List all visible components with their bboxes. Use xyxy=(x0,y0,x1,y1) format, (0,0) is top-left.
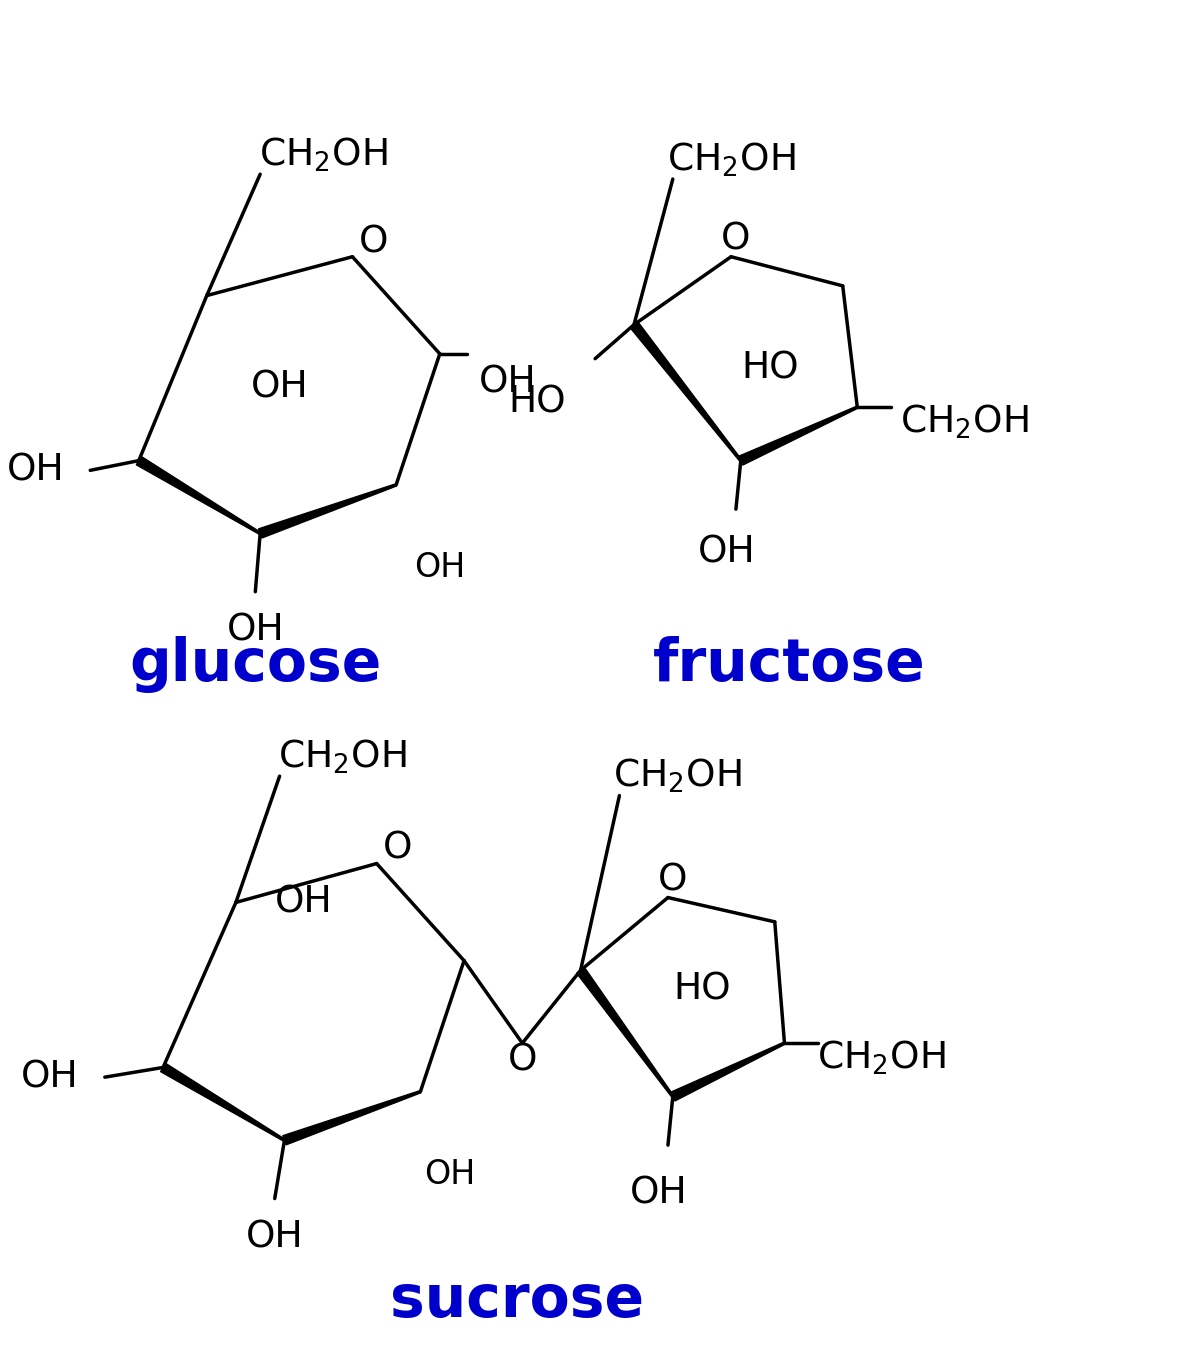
Text: CH$_2$OH: CH$_2$OH xyxy=(817,1038,946,1078)
Text: CH$_2$OH: CH$_2$OH xyxy=(614,757,742,795)
Text: OH: OH xyxy=(629,1176,687,1211)
Polygon shape xyxy=(282,1091,421,1144)
Text: OH: OH xyxy=(22,1060,79,1095)
Text: O: O xyxy=(721,221,751,258)
Text: O: O xyxy=(658,862,688,898)
Text: CH$_2$OH: CH$_2$OH xyxy=(260,135,388,175)
Text: CH$_2$OH: CH$_2$OH xyxy=(279,738,407,776)
Text: HO: HO xyxy=(742,351,799,386)
Polygon shape xyxy=(576,967,673,1097)
Text: OH: OH xyxy=(246,1219,304,1255)
Text: CH$_2$OH: CH$_2$OH xyxy=(667,140,795,179)
Text: OH: OH xyxy=(697,535,755,572)
Text: sucrose: sucrose xyxy=(390,1273,645,1329)
Text: CH$_2$OH: CH$_2$OH xyxy=(899,402,1029,441)
Polygon shape xyxy=(671,1042,785,1101)
Polygon shape xyxy=(160,1064,285,1142)
Text: OH: OH xyxy=(414,551,465,584)
Text: OH: OH xyxy=(251,370,309,406)
Polygon shape xyxy=(136,457,261,535)
Text: OH: OH xyxy=(226,612,285,648)
Text: O: O xyxy=(507,1042,537,1079)
Text: OH: OH xyxy=(6,453,65,488)
Text: OH: OH xyxy=(275,884,332,921)
Text: OH: OH xyxy=(423,1158,475,1191)
Text: HO: HO xyxy=(508,385,566,420)
Polygon shape xyxy=(630,322,742,461)
Polygon shape xyxy=(258,484,397,537)
Text: O: O xyxy=(359,224,389,261)
Text: fructose: fructose xyxy=(653,636,926,693)
Text: glucose: glucose xyxy=(129,636,382,693)
Text: OH: OH xyxy=(478,366,537,401)
Text: HO: HO xyxy=(673,971,731,1008)
Text: O: O xyxy=(383,831,413,868)
Polygon shape xyxy=(739,406,858,465)
